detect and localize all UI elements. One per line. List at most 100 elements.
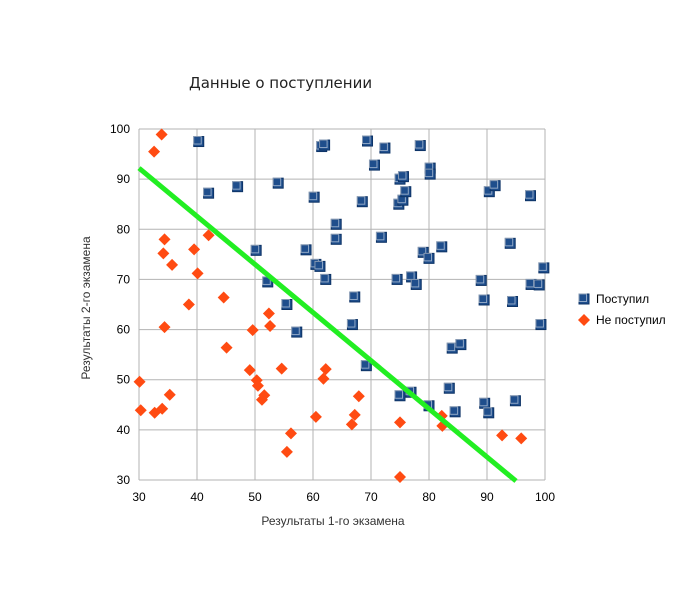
square-marker-highlight	[504, 237, 514, 247]
rejected-point	[133, 375, 146, 388]
square-marker-highlight	[314, 260, 323, 270]
square-marker-highlight	[538, 262, 547, 271]
admitted-point	[375, 231, 387, 243]
rejected-point	[309, 410, 322, 423]
x-axis-title: Результаты 1-го экзамена	[261, 514, 405, 528]
admitted-point	[436, 241, 448, 253]
admitted-point	[330, 233, 342, 245]
rejected-point	[155, 128, 168, 141]
square-marker-highlight	[308, 191, 318, 201]
rejected-point	[182, 298, 195, 311]
square-marker-highlight	[478, 294, 488, 303]
square-marker-body	[379, 142, 391, 154]
admitted-point	[525, 190, 536, 202]
square-marker-highlight	[300, 244, 310, 253]
y-tick-label: 60	[117, 323, 131, 337]
admitted-point	[410, 278, 422, 290]
rejected-point	[394, 470, 406, 483]
admitted-point	[533, 279, 545, 291]
square-marker-body	[538, 262, 550, 274]
square-marker-body	[314, 260, 326, 272]
rejected-point	[156, 402, 169, 415]
square-marker-body	[272, 177, 284, 189]
rejected-point	[220, 341, 233, 354]
square-marker-body	[483, 407, 495, 419]
square-marker-highlight	[483, 407, 492, 416]
square-marker-body	[414, 140, 426, 152]
square-marker-body	[308, 191, 320, 203]
square-marker-body	[397, 171, 409, 183]
admitted-point	[330, 218, 342, 230]
square-marker-body	[507, 295, 519, 307]
admitted-point	[193, 136, 205, 148]
square-marker-body	[479, 397, 491, 409]
square-marker-highlight	[443, 382, 453, 392]
square-marker-highlight	[391, 273, 401, 283]
square-marker-body	[346, 319, 358, 331]
square-marker-highlight	[281, 299, 290, 308]
admitted-point	[475, 274, 487, 286]
square-marker-body	[320, 273, 332, 285]
admitted-point	[291, 326, 303, 338]
square-marker-body	[423, 252, 435, 264]
square-marker-highlight	[346, 319, 356, 328]
admitted-point	[203, 187, 215, 199]
square-marker-highlight	[414, 140, 424, 149]
admitted-point	[300, 244, 312, 256]
rejected-point	[352, 390, 365, 403]
rejected-point	[515, 432, 528, 445]
square-marker-body	[349, 291, 361, 303]
admitted-point	[479, 397, 491, 409]
square-marker-body	[400, 186, 412, 198]
square-marker-body	[291, 326, 303, 338]
admitted-point	[507, 295, 519, 307]
square-marker-highlight	[423, 252, 432, 262]
admitted-point	[379, 142, 391, 154]
square-marker-body	[455, 339, 467, 351]
square-marker-body	[449, 406, 461, 418]
square-marker-highlight	[319, 139, 328, 149]
square-marker-body	[391, 273, 403, 285]
square-marker-body	[281, 299, 293, 310]
admitted-point	[394, 390, 406, 402]
square-marker-body	[578, 293, 590, 305]
rejected-point	[148, 145, 161, 158]
square-marker-highlight	[455, 339, 464, 348]
rejected-point	[217, 291, 230, 304]
x-tick-label: 40	[190, 490, 204, 504]
square-marker-highlight	[400, 186, 409, 195]
square-marker-body	[319, 139, 331, 151]
square-marker-highlight	[203, 187, 212, 197]
admitted-point	[538, 262, 550, 274]
admitted-point	[397, 171, 409, 183]
admitted-point	[349, 291, 361, 303]
square-marker-body	[203, 187, 215, 199]
y-tick-label: 40	[117, 423, 131, 437]
y-tick-label: 30	[117, 473, 131, 487]
rejected-point	[496, 429, 509, 442]
admitted-point	[272, 177, 284, 189]
legend-label-rejected: Не поступил	[596, 313, 666, 327]
x-tick-label: 90	[480, 490, 494, 504]
square-marker-highlight	[578, 293, 587, 302]
square-marker-highlight	[533, 279, 543, 288]
square-marker-highlight	[424, 168, 434, 178]
square-marker-highlight	[525, 278, 535, 288]
admitted-point	[362, 135, 374, 147]
square-marker-highlight	[446, 342, 456, 352]
square-marker-highlight	[330, 233, 340, 243]
square-marker-body	[475, 274, 487, 286]
square-marker-body	[375, 231, 387, 243]
square-marker-body	[509, 395, 521, 407]
x-tick-label: 80	[422, 490, 436, 504]
admitted-point	[356, 196, 368, 208]
square-marker-highlight	[356, 196, 366, 205]
rejected-point	[243, 364, 256, 377]
admitted-point	[281, 299, 293, 310]
square-marker-highlight	[193, 136, 202, 145]
admitted-point	[232, 181, 244, 193]
admitted-point	[478, 294, 490, 306]
rejected-point	[275, 362, 288, 375]
admitted-point	[489, 180, 501, 192]
